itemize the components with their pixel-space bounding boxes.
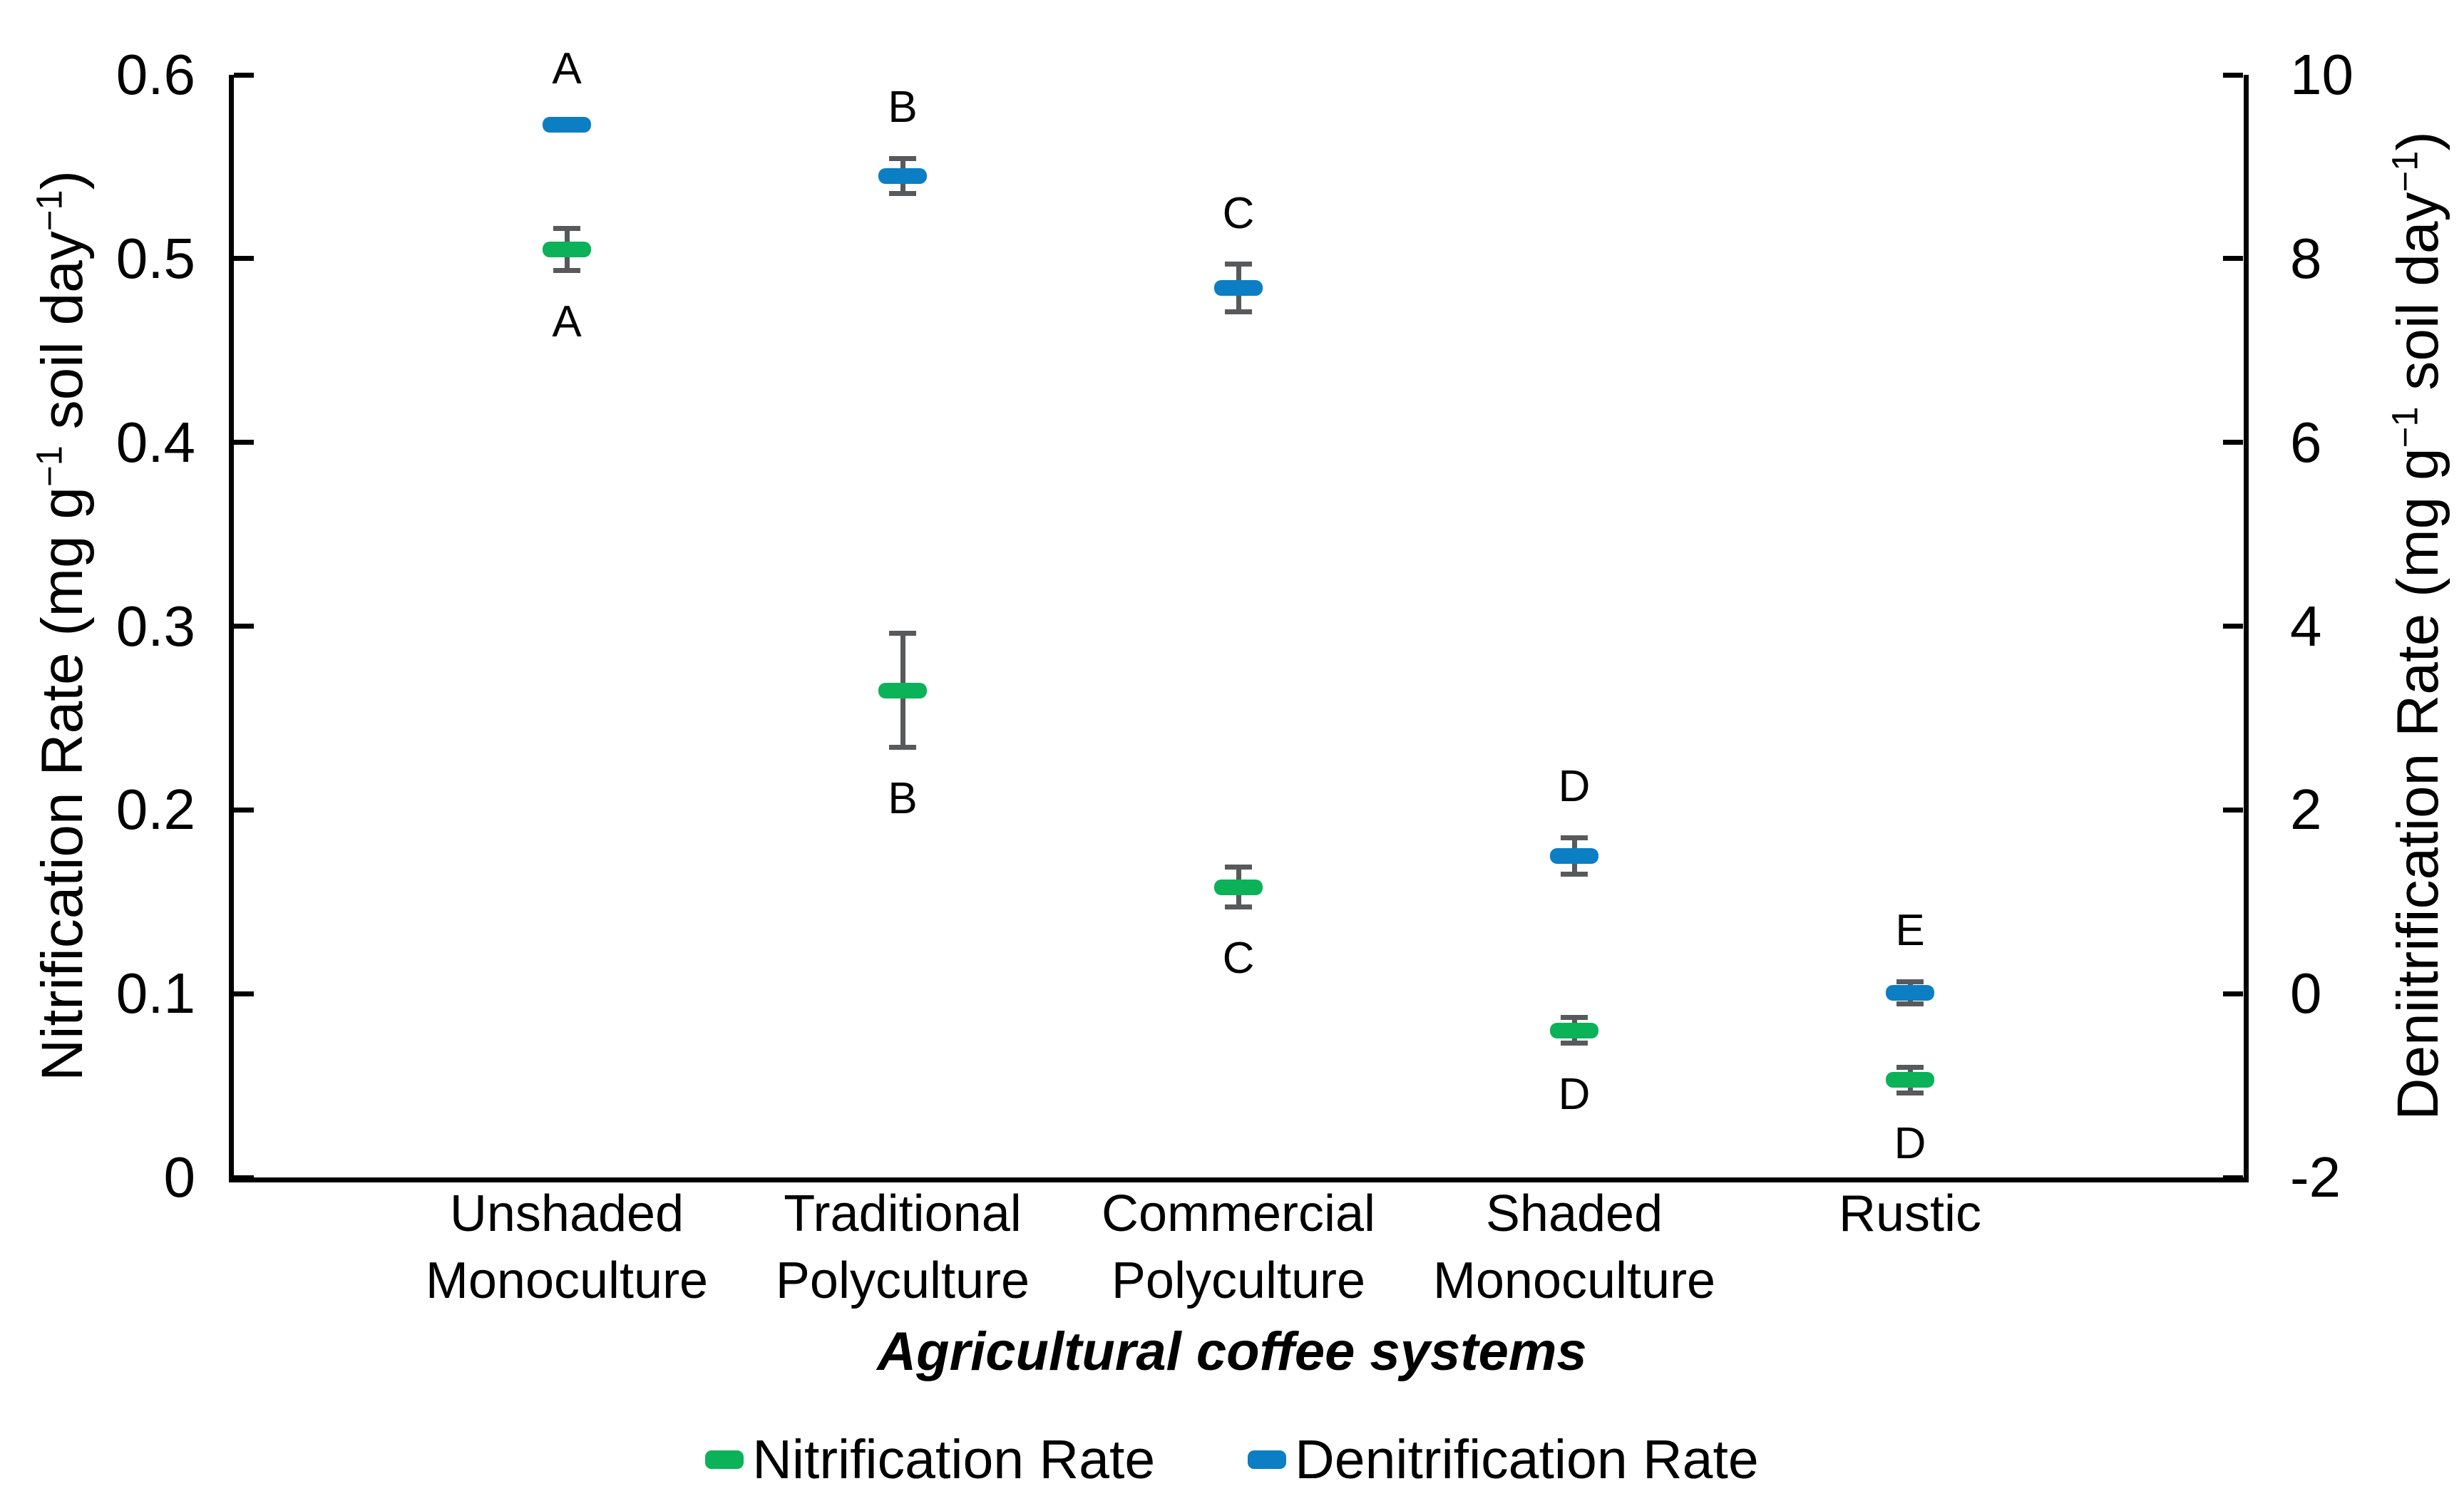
right-axis-tick-label: 10: [2290, 43, 2353, 106]
error-bar-cap-bottom: [1896, 1090, 1924, 1095]
right-y-title-post: ): [2386, 131, 2450, 151]
x-axis-title: Agricultural coffee systems: [877, 1321, 1587, 1382]
nitrification-dash-icon: [705, 1450, 744, 1469]
error-bar-cap-bottom: [553, 268, 580, 274]
left-y-axis-title: Nitrification Rate (mg g−1 soil day−1): [29, 170, 95, 1081]
category-label: Traditional Polyculture: [775, 1185, 1030, 1309]
right-axis-tick: [2223, 991, 2243, 996]
error-bar-cap-top: [1225, 864, 1252, 870]
left-y-title-sup1: −1: [29, 445, 70, 488]
left-axis-tick: [234, 72, 254, 78]
error-bar-cap-bottom: [1225, 309, 1252, 315]
error-bar-cap-top: [1561, 835, 1588, 840]
left-axis-tick-label: 0.6: [115, 43, 195, 106]
significance-letter: C: [1222, 188, 1255, 238]
significance-letter: B: [888, 773, 918, 823]
nitrification-rate-marker: [543, 241, 591, 257]
left-axis-tick-label: 0.1: [115, 961, 195, 1026]
nitrification-rate-marker: [1214, 879, 1263, 895]
left-axis-tick-label: 0.4: [115, 410, 195, 474]
error-bar-cap-top: [1896, 979, 1924, 984]
left-axis-tick-label: 0.3: [115, 594, 195, 658]
error-bar-cap-bottom: [889, 190, 916, 196]
nitrification-rate-marker: [1550, 1022, 1598, 1038]
error-bar-cap-bottom: [1225, 904, 1252, 910]
left-axis-tick: [234, 991, 254, 996]
error-bar-cap-bottom: [1561, 872, 1588, 877]
right-axis-tick: [2223, 1175, 2243, 1180]
right-y-axis-title: Deniitrification Rate (mg g−1 soil day−1…: [2384, 131, 2450, 1120]
left-axis-tick: [234, 256, 254, 262]
denitrification-rate-marker: [543, 116, 591, 133]
chart-legend: Nitrification Rate Denitrification Rate: [0, 1430, 2464, 1490]
category-label: Shaded Monoculture: [1432, 1185, 1716, 1309]
significance-letter: A: [552, 296, 582, 346]
left-axis-tick-label: 0: [163, 1145, 196, 1209]
right-axis-tick: [2223, 440, 2243, 445]
significance-letter: B: [888, 83, 918, 133]
left-y-title-mid: soil day: [30, 231, 95, 446]
error-bar-cap-bottom: [1896, 1001, 1924, 1006]
right-axis-tick-label: 0: [2290, 961, 2322, 1026]
error-bar-cap-top: [889, 631, 916, 636]
left-y-title-post: ): [30, 170, 95, 190]
nitrification-rate-marker: [1886, 1072, 1934, 1088]
right-y-title-sup2: −1: [2384, 150, 2426, 192]
significance-letter: D: [1558, 762, 1591, 811]
legend-item-nitrification: Nitrification Rate: [705, 1430, 1155, 1490]
denitrification-rate-marker: [878, 167, 927, 184]
right-axis-tick-label: 4: [2290, 594, 2322, 658]
right-axis-tick: [2223, 807, 2243, 813]
denitrification-dash-icon: [1248, 1450, 1287, 1469]
left-y-axis-line: [229, 75, 234, 1182]
category-label: Commercial Polyculture: [1101, 1185, 1376, 1309]
left-axis-tick-label: 0.5: [115, 226, 195, 290]
error-bar-cap-bottom: [889, 745, 916, 751]
significance-letter: D: [1894, 1119, 1926, 1169]
left-axis-tick: [234, 1175, 254, 1180]
error-bar-cap-top: [889, 155, 916, 161]
right-axis-tick: [2223, 72, 2243, 78]
category-label: Rustic: [1838, 1185, 1982, 1242]
error-bar-cap-top: [553, 225, 580, 231]
significance-letter: A: [552, 44, 582, 94]
right-y-title-sup1: −1: [2384, 406, 2426, 448]
significance-letter: D: [1558, 1069, 1591, 1119]
right-axis-tick-label: -2: [2290, 1145, 2341, 1209]
nitrification-rate-marker: [878, 682, 927, 698]
right-axis-tick-label: 2: [2290, 778, 2322, 842]
error-bar-cap-top: [1561, 1015, 1588, 1021]
right-axis-tick-label: 6: [2290, 410, 2322, 474]
right-axis-tick-label: 8: [2290, 226, 2322, 290]
significance-letter: C: [1222, 933, 1255, 983]
left-axis-tick: [234, 440, 254, 445]
left-y-title-sup2: −1: [29, 190, 70, 232]
significance-letter: E: [1895, 906, 1925, 956]
legend-item-denitrification: Denitrification Rate: [1248, 1430, 1759, 1490]
denitrification-rate-marker: [1550, 847, 1598, 864]
legend-label-denitrification: Denitrification Rate: [1295, 1429, 1759, 1490]
left-axis-tick: [234, 807, 254, 813]
right-axis-tick: [2223, 256, 2243, 262]
right-y-title-text: Deniitrification Rate (mg g: [2386, 448, 2450, 1120]
error-bar-cap-bottom: [1561, 1041, 1588, 1046]
error-bar-cap-top: [1896, 1064, 1924, 1070]
right-y-axis-line: [2244, 75, 2249, 1182]
right-axis-tick: [2223, 624, 2243, 629]
denitrification-rate-marker: [1214, 280, 1263, 296]
category-label: Unshaded Monoculture: [425, 1185, 709, 1309]
left-axis-tick-label: 0.2: [115, 778, 195, 842]
error-bar-cap-top: [1225, 262, 1252, 267]
legend-label-nitrification: Nitrification Rate: [752, 1429, 1156, 1490]
right-y-title-mid: soil day: [2386, 192, 2450, 407]
left-y-title-text: Nitrification Rate (mg g: [30, 487, 95, 1081]
denitrification-rate-marker: [1886, 984, 1934, 1001]
left-axis-tick: [234, 624, 254, 629]
x-axis-line: [229, 1177, 2249, 1182]
